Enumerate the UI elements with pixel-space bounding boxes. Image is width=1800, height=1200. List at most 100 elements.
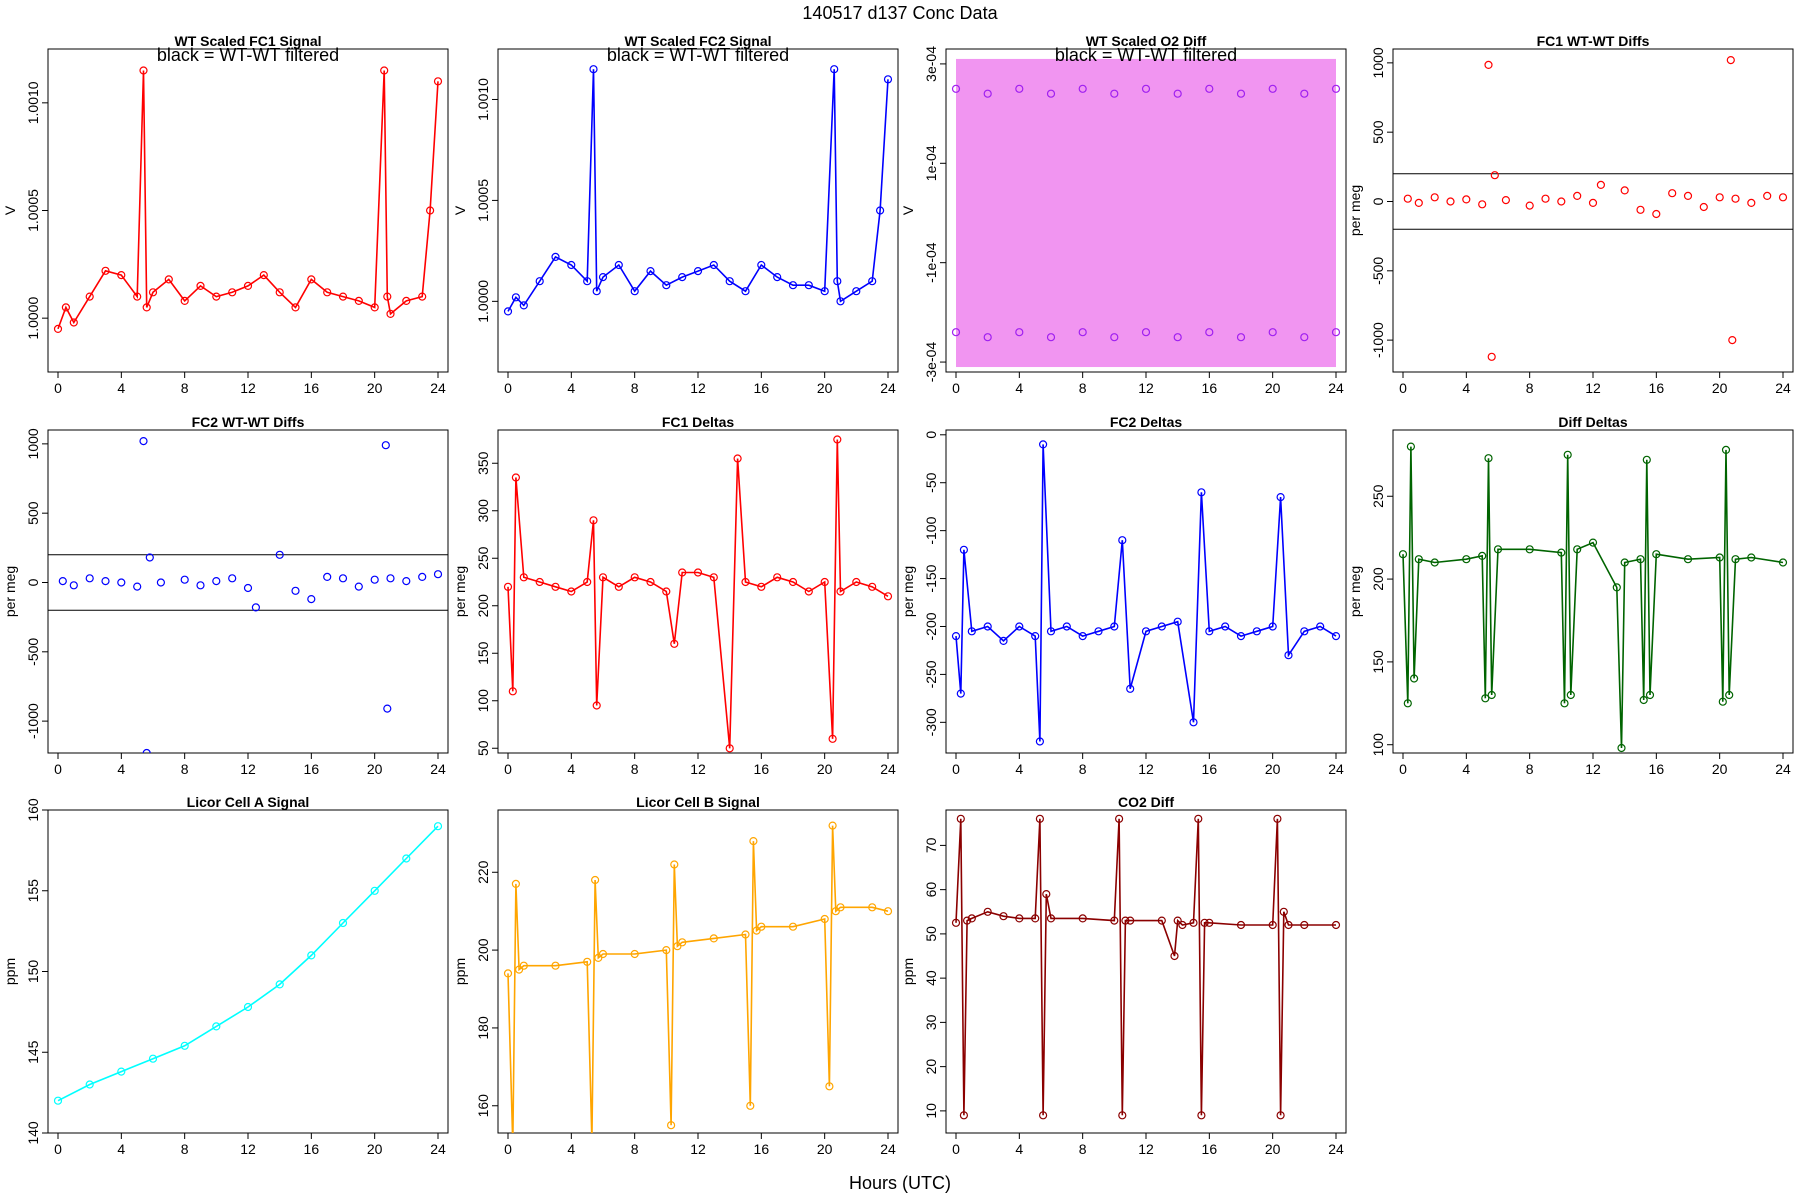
- data-point: [139, 437, 148, 446]
- y-tick-label: 1000: [25, 428, 41, 459]
- data-point: [275, 980, 284, 989]
- y-tick-label: -100: [923, 516, 939, 544]
- data-point: [592, 701, 601, 710]
- data-point: [836, 587, 845, 596]
- data-point: [983, 333, 992, 342]
- data-point: [164, 275, 173, 284]
- data-point: [380, 66, 389, 75]
- y-axis-label: V: [452, 205, 468, 215]
- data-point: [1588, 538, 1598, 547]
- data-point: [868, 582, 877, 591]
- data-point: [773, 273, 782, 282]
- data-point: [1588, 198, 1598, 207]
- data-point: [508, 687, 517, 696]
- data-point: [1718, 697, 1727, 706]
- series-group: [951, 814, 1341, 1120]
- data-point: [1268, 622, 1277, 631]
- data-point: [1481, 694, 1490, 703]
- series-group: [951, 58, 1341, 368]
- series-group: [503, 435, 893, 753]
- data-point: [519, 301, 528, 310]
- data-point: [1268, 328, 1277, 337]
- y-tick-label: 0: [923, 431, 939, 439]
- series-line: [57, 70, 439, 330]
- y-tick-label: 100: [1370, 733, 1386, 757]
- x-tick-label: 12: [1138, 761, 1154, 777]
- x-tick-label: 4: [1015, 1141, 1023, 1157]
- data-point: [828, 734, 837, 743]
- y-tick-label: 200: [1370, 567, 1386, 591]
- x-tick-label: 16: [1649, 380, 1665, 396]
- y-tick-label: 0: [25, 578, 41, 586]
- data-point: [381, 441, 390, 450]
- data-point: [1236, 333, 1246, 342]
- data-point: [1560, 699, 1569, 708]
- x-tick-label: 8: [631, 1141, 639, 1157]
- y-tick-label: 1e-04: [923, 145, 939, 181]
- x-tick-label: 4: [1015, 761, 1023, 777]
- data-point: [670, 639, 679, 648]
- data-point: [1639, 695, 1648, 705]
- y-tick-label: 145: [25, 1040, 41, 1064]
- panel-2: WT Scaled O2 Diff V 0 4 8 12 16 20 24 -3e-04 -1e-0…: [900, 33, 1347, 396]
- data-point: [1300, 333, 1309, 342]
- series-group: [53, 66, 443, 333]
- x-tick-label: 20: [1712, 761, 1728, 777]
- data-point: [1200, 918, 1209, 927]
- data-point: [503, 582, 513, 591]
- data-point: [1118, 536, 1127, 545]
- y-tick-label: -250: [923, 660, 939, 688]
- y-tick-label: 150: [1370, 650, 1386, 674]
- data-point: [1446, 197, 1455, 206]
- plot-frame: [1392, 48, 1794, 373]
- data-point: [1563, 450, 1572, 459]
- data-point: [338, 574, 348, 583]
- data-point: [370, 575, 379, 584]
- data-point: [1331, 631, 1341, 641]
- data-point: [503, 307, 513, 316]
- x-tick-label: 8: [1079, 1141, 1087, 1157]
- data-point: [583, 957, 592, 966]
- data-point: [1035, 737, 1045, 746]
- panel-title: FC2 WT-WT Diffs: [192, 414, 305, 430]
- data-point: [1331, 920, 1341, 930]
- x-tick-label: 20: [817, 761, 833, 777]
- data-point: [630, 287, 639, 296]
- y-axis-label: per meg: [1347, 185, 1363, 236]
- data-point: [1331, 84, 1341, 93]
- x-tick-label: 16: [754, 761, 770, 777]
- plot-frame: [497, 48, 899, 373]
- data-point: [551, 961, 560, 970]
- y-tick-label: 0: [1370, 197, 1386, 205]
- data-point: [962, 916, 972, 925]
- data-point: [402, 576, 411, 586]
- x-tick-label: 8: [181, 761, 189, 777]
- y-axis-label: V: [2, 205, 18, 215]
- panel-8: Licor Cell A Signal ppm 0 4 8 12 16 20 24 140 145 1…: [2, 794, 449, 1157]
- data-point: [1557, 197, 1566, 206]
- data-point: [883, 75, 893, 84]
- x-tick-label: 24: [880, 761, 896, 777]
- y-tick-label: 155: [25, 879, 41, 903]
- data-point: [1038, 440, 1048, 449]
- data-point: [433, 822, 443, 831]
- y-tick-label: -150: [923, 564, 939, 592]
- y-tick-label: 300: [475, 499, 491, 523]
- series-group: [58, 437, 443, 753]
- data-point: [1126, 916, 1135, 925]
- panel-1: WT Scaled FC2 Signal V 0 4 8 12 16 20 24 1.0000 1.…: [452, 33, 899, 396]
- panel-6: FC2 Deltas per meg 0 4 8 12 16 20 24 -300 -250 -200…: [900, 414, 1347, 777]
- data-point: [1715, 193, 1724, 202]
- y-tick-label: 150: [25, 960, 41, 984]
- data-point: [275, 550, 284, 559]
- data-point: [61, 303, 71, 312]
- data-point: [1078, 328, 1087, 337]
- data-point: [1189, 918, 1198, 927]
- data-point: [583, 277, 592, 286]
- data-point: [1046, 914, 1056, 923]
- x-tick-label: 4: [567, 380, 575, 396]
- panels: WT Scaled FC1 Signal V 0 4 8 12 16 20 24 1.0000 1.…: [2, 33, 1794, 1157]
- x-tick-label: 12: [1138, 380, 1154, 396]
- data-point: [1331, 328, 1341, 337]
- y-tick-label: -200: [923, 612, 939, 640]
